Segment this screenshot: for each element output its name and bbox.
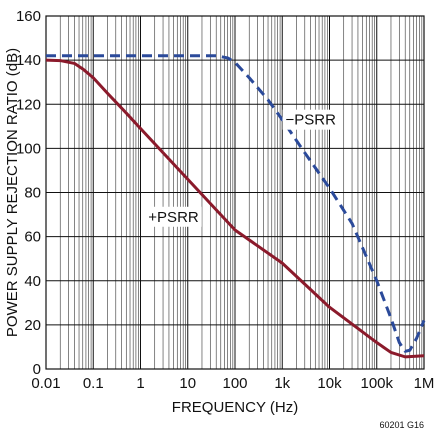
x-tick-label: 0.01 (31, 375, 60, 392)
series-label: −PSRR (285, 112, 336, 129)
y-tick-label: 60 (24, 229, 41, 246)
y-tick-label: 120 (16, 96, 41, 113)
x-axis-title: FREQUENCY (Hz) (172, 399, 298, 416)
plot-frame (45, 15, 425, 370)
y-tick-label: 40 (24, 273, 41, 290)
series-label-background (145, 206, 202, 227)
y-tick-label: 0 (33, 361, 41, 378)
x-tick-label: 10k (317, 375, 342, 392)
major-grid (45, 15, 425, 370)
y-tick-label: 80 (24, 185, 41, 202)
series-labels: +PSRR −PSRR (145, 109, 339, 227)
x-tick-label: 10 (179, 375, 196, 392)
y-axis-title: POWER SUPPLY REJECTION RATIO (dB) (4, 48, 21, 337)
y-tick-label: 100 (16, 140, 41, 157)
series-label-background (282, 109, 339, 130)
figure-id: 60201 G16 (379, 420, 424, 430)
y-tick-labels: 0 20 40 60 80 100 120 140 160 (16, 8, 41, 378)
x-tick-labels: 0.01 0.1 1 10 100 1k 10k 100k 1M (31, 375, 434, 392)
x-tick-label: 100 (222, 375, 247, 392)
y-tick-label: 140 (16, 52, 41, 69)
series-label: +PSRR (148, 209, 199, 226)
x-tick-label: 1 (136, 375, 144, 392)
series-line-plus-psrr (45, 58, 425, 359)
series-lines (45, 54, 426, 359)
x-tick-label: 100k (360, 375, 393, 392)
series-line-minus-psrr (46, 54, 426, 353)
x-tick-label: 1M (414, 375, 435, 392)
y-tick-label: 160 (16, 8, 41, 25)
y-tick-label: 20 (24, 317, 41, 334)
x-tick-label: 1k (274, 375, 290, 392)
x-tick-label: 0.1 (83, 375, 104, 392)
